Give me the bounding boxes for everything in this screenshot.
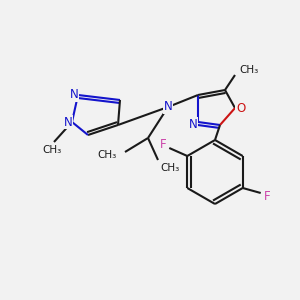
Text: CH₃: CH₃	[98, 150, 117, 160]
Text: F: F	[263, 190, 270, 202]
Text: N: N	[189, 118, 197, 130]
Text: CH₃: CH₃	[239, 65, 258, 75]
Text: CH₃: CH₃	[160, 163, 179, 173]
Text: N: N	[70, 88, 78, 101]
Text: N: N	[64, 116, 72, 128]
Text: N: N	[164, 100, 172, 113]
Text: F: F	[160, 139, 166, 152]
Text: O: O	[236, 101, 246, 115]
Text: CH₃: CH₃	[42, 145, 62, 155]
